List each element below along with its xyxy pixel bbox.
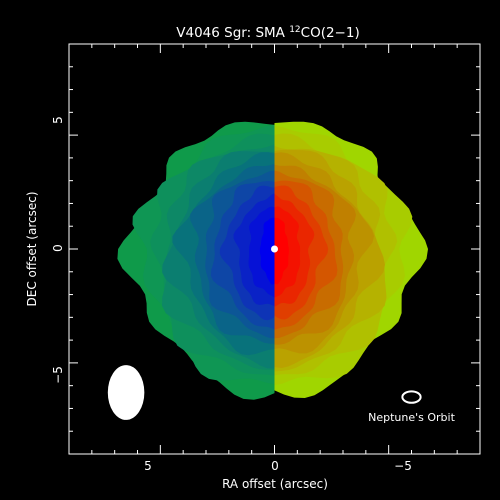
neptune-orbit-ellipse (401, 390, 422, 404)
star-marker (271, 245, 278, 253)
x-tick-label-minus5: −5 (394, 459, 412, 473)
title-main: V4046 Sgr: SMA (176, 25, 289, 41)
contour-level-left (259, 217, 275, 285)
beam-ellipse (107, 365, 145, 420)
svg-text:V4046 Sgr: SMA 12CO(2−1): V4046 Sgr: SMA 12CO(2−1) (176, 25, 359, 41)
emission-contours (117, 121, 428, 400)
y-tick-label-0: 0 (51, 244, 65, 252)
y-tick-label-5: 5 (51, 116, 65, 124)
x-tick-label-0: 0 (271, 459, 279, 473)
neptune-orbit-label: Neptune's Orbit (368, 411, 455, 424)
title: V4046 Sgr: SMA 12CO(2−1) (176, 25, 359, 41)
x-tick-label-5: 5 (144, 459, 152, 473)
y-tick-label-minus5: −5 (51, 366, 65, 384)
title-species: CO(2−1) (301, 25, 360, 41)
axis-ticks (69, 44, 480, 454)
x-axis-label: RA offset (arcsec) (222, 477, 328, 491)
y-axis-label: DEC offset (arcsec) (25, 192, 39, 307)
title-isotope: 12 (289, 25, 300, 35)
contour-level-right (274, 217, 289, 285)
